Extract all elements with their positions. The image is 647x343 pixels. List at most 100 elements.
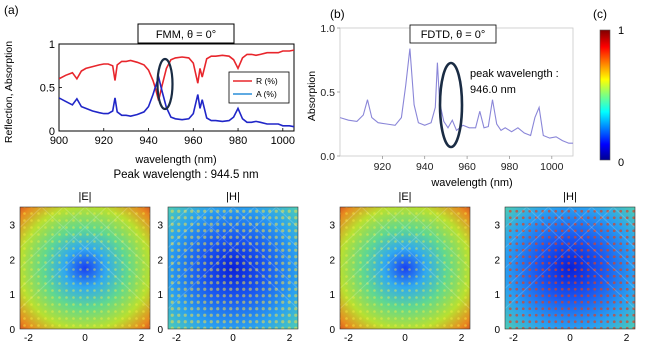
panel-a-ytick-label: 0.5 (40, 83, 55, 95)
field-map-frame (167, 206, 299, 330)
panel-b-xtick-label: 980 (501, 161, 519, 173)
field-map-xtick-label: 2 (624, 333, 630, 343)
interference-line (19, 206, 86, 269)
field-map-ytick-label: 0 (157, 325, 163, 336)
field-map-frame (19, 206, 151, 330)
panel-b-label: (b) (330, 7, 345, 21)
interference-line (275, 206, 299, 228)
interference-line (504, 206, 549, 249)
panel-a-label: (a) (4, 3, 19, 17)
absorption-series-line (59, 74, 294, 128)
panel-b-title: FDTD, θ = 0° (421, 29, 486, 41)
field-map-xtick-label: -2 (509, 333, 518, 343)
fmm-h-field-map: |H| 0 1 2 3 -2 0 2 (157, 191, 299, 343)
field-map-ytick-label: 2 (9, 255, 15, 266)
interference-line (19, 206, 64, 249)
interference-line (547, 206, 636, 289)
interference-line (84, 206, 151, 269)
panel-b-xtick-label: 1000 (540, 161, 564, 173)
interference-line (569, 206, 636, 269)
interference-line (339, 206, 384, 249)
panel-a-xtick-label: 960 (184, 135, 202, 147)
fdtd-absorption-series-line (340, 48, 573, 144)
interference-line (426, 206, 471, 249)
fdtd-e-lattice-overlay (340, 207, 470, 329)
fdtd-h-lattice-overlay (505, 207, 635, 329)
interference-line (404, 206, 471, 269)
panel-b-annotation-line2: 946.0 nm (470, 84, 516, 96)
interference-line (127, 206, 151, 228)
panel-a-title: FMM, θ = 0° (156, 29, 216, 41)
interference-line (19, 206, 108, 289)
field-map-xtick-label: 0 (230, 333, 236, 343)
fdtd-peak-highlight-ellipse (438, 61, 464, 149)
interference-line (167, 206, 277, 310)
interference-line (210, 206, 299, 289)
colorbar (599, 29, 611, 161)
interference-line (254, 206, 299, 249)
field-map-ytick-label: 2 (494, 255, 500, 266)
fmm-e-field-map: |E| 0 1 2 3 -2 0 2 (9, 191, 151, 343)
panel-a-ticks: 900 920 940 960 980 1000 0 0.5 1 (40, 39, 295, 147)
interference-line (167, 206, 212, 249)
panel-a-legend: R (%) A (%) (228, 71, 290, 104)
interference-line (339, 206, 406, 269)
panel-a-xlabel: wavelength (nm) (134, 154, 216, 166)
field-map-ytick-label: 3 (157, 220, 163, 231)
interference-line (504, 206, 528, 228)
panel-b-ytick-label: 1.0 (320, 23, 335, 35)
field-map-ytick-label: 3 (329, 220, 335, 231)
legend-a-label: A (%) (256, 89, 277, 99)
interference-line (62, 206, 151, 289)
interference-line (339, 206, 449, 310)
field-map-ytick-label: 1 (494, 290, 500, 301)
fdtd-e-field-map: |E| 0 1 2 3 -2 0 2 (329, 191, 471, 343)
field-map-xtick-label: 2 (459, 333, 465, 343)
fmm-h-title: |H| (226, 191, 240, 203)
interference-line (591, 206, 636, 249)
field-map-ytick-label: 3 (9, 220, 15, 231)
field-map-xtick-label: -2 (172, 333, 181, 343)
field-map-ytick-label: 1 (157, 290, 163, 301)
interference-line (382, 206, 471, 289)
colorbar-min-label: 0 (618, 157, 624, 169)
field-map-ytick-label: 3 (494, 220, 500, 231)
interference-line (612, 206, 636, 228)
field-map-ytick-label: 2 (329, 255, 335, 266)
panel-b-annotation-line1: peak wavelength : (470, 68, 559, 80)
field-map-xtick-label: -2 (24, 333, 33, 343)
panel-b-ylabel: Absorption (306, 71, 318, 121)
panel-a-xtick-label: 940 (139, 135, 157, 147)
panel-a-title-box (137, 23, 235, 44)
panel-b-plot-frame (339, 27, 574, 157)
legend-r-label: R (%) (256, 76, 278, 86)
fdtd-h-title: |H| (563, 191, 577, 203)
interference-line (41, 206, 151, 310)
panel-b-title-box (409, 24, 497, 44)
interference-line (19, 206, 43, 228)
field-map-xtick-label: 0 (402, 333, 408, 343)
fmm-h-lattice-overlay (168, 207, 298, 329)
panel-a-xtick-label: 920 (95, 135, 113, 147)
panel-b-xtick-label: 940 (416, 161, 434, 173)
panel-a-ylabel: Reflection, Absorption (3, 41, 15, 143)
panel-b-xlabel: wavelength (nm) (430, 177, 512, 189)
interference-line (361, 206, 471, 310)
interference-line (504, 206, 614, 310)
interference-line (167, 206, 191, 228)
fdtd-e-title: |E| (398, 191, 411, 203)
colorbar-max-label: 1 (618, 25, 624, 37)
field-map-xtick-label: 0 (82, 333, 88, 343)
interference-line (167, 206, 256, 289)
interference-line (19, 206, 129, 310)
reflection-series-line (59, 49, 294, 101)
interference-line (167, 206, 234, 269)
interference-line (339, 206, 363, 228)
panel-a-xtick-label: 900 (50, 135, 68, 147)
panel-b-xtick-label: 960 (458, 161, 476, 173)
panel-a-ytick-label: 0 (49, 126, 55, 138)
interference-line (504, 206, 571, 269)
fmm-e-lattice-overlay (20, 207, 150, 329)
field-map-ytick-label: 1 (329, 290, 335, 301)
field-map-xtick-label: 2 (287, 333, 293, 343)
